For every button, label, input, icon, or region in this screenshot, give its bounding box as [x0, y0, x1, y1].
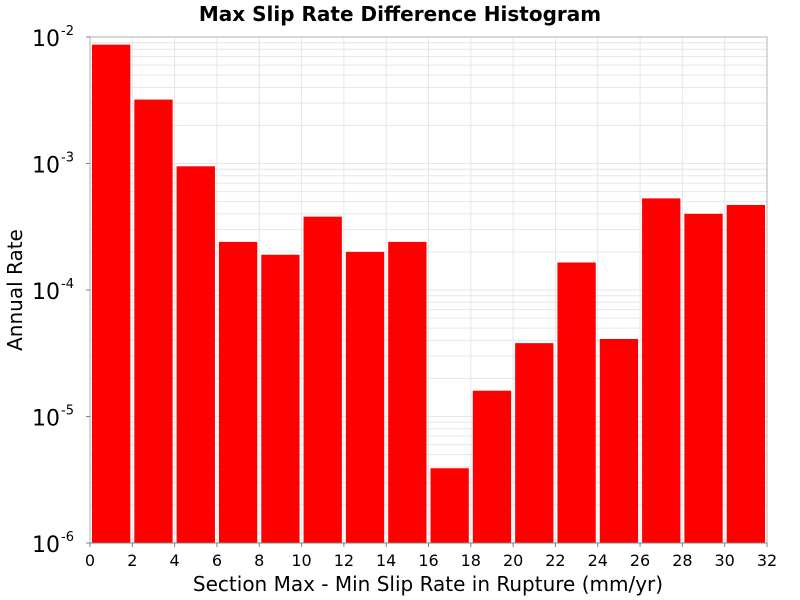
y-tick-exponent: -5 [61, 404, 74, 419]
x-tick-label: 22 [545, 551, 565, 570]
histogram-bar [684, 213, 723, 543]
bars [92, 44, 765, 544]
y-tick-label: 10 [32, 27, 60, 52]
histogram-bar [176, 166, 215, 543]
chart-title: Max Slip Rate Difference Histogram [199, 2, 601, 26]
histogram-bar [726, 204, 765, 543]
x-tick-label: 24 [588, 551, 608, 570]
histogram-bar [557, 262, 596, 543]
y-tick-exponent: -3 [61, 151, 74, 166]
y-tick-label: 10 [32, 280, 60, 305]
histogram-bar [261, 254, 300, 543]
y-tick-label: 10 [32, 154, 60, 179]
x-tick-label: 28 [672, 551, 692, 570]
y-tick-exponent: -2 [61, 24, 74, 39]
histogram-bar [430, 468, 469, 543]
y-tick-exponent: -4 [61, 277, 74, 292]
histogram-bar [472, 390, 512, 543]
histogram-bar [92, 44, 131, 543]
x-tick-label: 6 [212, 551, 222, 570]
y-tick-exponent: -6 [61, 530, 74, 545]
x-tick-label: 26 [630, 551, 650, 570]
x-tick-label: 18 [461, 551, 481, 570]
x-tick-label: 0 [85, 551, 95, 570]
x-tick-label: 2 [127, 551, 137, 570]
x-tick-label: 12 [334, 551, 354, 570]
y-axis-label: Annual Rate [3, 229, 27, 351]
y-tick-label: 10 [32, 407, 60, 432]
y-tick-label: 10 [32, 533, 60, 558]
x-tick-label: 10 [291, 551, 311, 570]
x-tick-label: 16 [418, 551, 438, 570]
x-tick-label: 20 [503, 551, 523, 570]
y-axis: 10-210-310-410-510-6 [32, 24, 90, 558]
histogram-bar [599, 338, 639, 543]
x-tick-label: 4 [170, 551, 180, 570]
x-axis-label: Section Max - Min Slip Rate in Rupture (… [193, 572, 663, 596]
x-axis: 0 2 4 6 8 10 12 14 16 18 20 22 24 26 28 30 32 [85, 542, 777, 570]
x-tick-label: 30 [715, 551, 735, 570]
histogram-bar [134, 99, 173, 544]
x-tick-label: 8 [254, 551, 264, 570]
x-tick-label: 14 [376, 551, 396, 570]
histogram-bar [345, 251, 385, 543]
histogram-bar [218, 241, 258, 544]
histogram-bar [388, 241, 427, 544]
histogram-bar [515, 343, 554, 543]
histogram-bar [303, 216, 342, 543]
histogram-bar [642, 198, 681, 544]
x-tick-label: 32 [757, 551, 777, 570]
